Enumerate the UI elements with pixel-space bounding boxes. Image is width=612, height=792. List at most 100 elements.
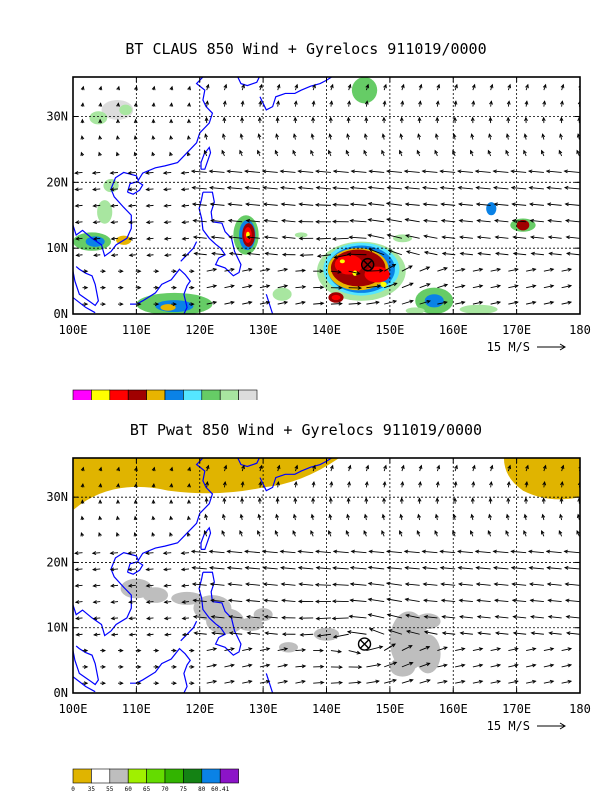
wind-vector [94, 633, 101, 636]
wind-arrowhead [101, 302, 107, 307]
wind-vector [316, 237, 331, 240]
wind-vector [246, 583, 260, 586]
wind-arrowhead [560, 464, 565, 470]
wind-arrowhead [409, 282, 414, 287]
wind-vector [405, 583, 420, 586]
wind-arrowhead [567, 267, 573, 272]
wind-vector [386, 170, 402, 173]
wind-arrowhead [422, 582, 427, 587]
wind-arrowhead [386, 565, 391, 570]
colorbar-label: 75 [180, 786, 188, 792]
wind-arrowhead [281, 252, 287, 257]
wind-vector [245, 550, 260, 554]
cloud-top-region [339, 259, 345, 264]
wind-vector [181, 172, 190, 174]
wind-arrowhead [532, 267, 537, 272]
wind-arrowhead [239, 529, 243, 535]
colorbar-swatch [219, 768, 239, 784]
wind-vector [209, 550, 225, 554]
wind-arrowhead [493, 202, 498, 207]
wind-vector [477, 599, 491, 603]
wind-vector [247, 236, 261, 239]
wind-arrowhead [314, 202, 320, 207]
wind-arrowhead [128, 616, 133, 621]
wind-arrowhead [119, 269, 124, 274]
wind-vector [128, 584, 136, 587]
colorbar-swatch [91, 768, 111, 784]
wind-arrowhead [457, 202, 463, 207]
wind-arrowhead [293, 497, 298, 502]
wind-arrowhead [230, 663, 235, 668]
wind-vector [350, 583, 367, 586]
wind-vector [347, 253, 367, 256]
wind-vector [387, 598, 402, 603]
wind-arrowhead [203, 529, 208, 535]
wind-vector [490, 268, 501, 272]
wind-arrowhead [228, 631, 234, 636]
wind-arrowhead [190, 681, 195, 686]
wind-arrowhead [154, 648, 160, 653]
wind-vector [263, 187, 278, 190]
wind-vector [245, 567, 260, 570]
wind-vector [110, 172, 119, 174]
wind-arrowhead [74, 583, 80, 588]
wind-arrowhead [128, 253, 134, 258]
wind-vector [182, 601, 190, 603]
wind-arrowhead [425, 645, 431, 650]
wind-vector [561, 664, 572, 668]
wind-arrowhead [527, 549, 533, 554]
wind-arrowhead [329, 480, 334, 486]
wind-vector [206, 285, 217, 289]
wind-arrowhead [349, 598, 354, 603]
wind-arrowhead [564, 582, 569, 587]
wind-arrowhead [368, 169, 373, 174]
wind-vector [259, 301, 270, 305]
wind-arrowhead [311, 100, 316, 105]
wind-vector [316, 187, 331, 190]
wind-arrowhead [496, 663, 502, 668]
wind-arrowhead [315, 616, 320, 621]
wind-arrowhead [512, 235, 517, 240]
wind-arrowhead [405, 250, 411, 255]
wind-arrowhead [496, 679, 502, 684]
wind-arrowhead [145, 567, 150, 572]
wind-vector [128, 188, 136, 191]
wind-arrowhead [386, 185, 391, 190]
wind-arrowhead [151, 151, 156, 157]
wind-vector [242, 268, 252, 272]
wind-arrowhead [80, 135, 85, 140]
wind-arrowhead [276, 83, 281, 89]
wind-vector [387, 234, 403, 239]
wind-arrowhead [477, 251, 482, 256]
wind-arrowhead [293, 116, 298, 122]
lat-tick-label: 20N [46, 555, 68, 569]
coastline [259, 458, 332, 492]
wind-arrowhead [400, 480, 405, 486]
wind-arrowhead [245, 582, 250, 587]
lon-tick-label: 140E [312, 323, 341, 337]
wind-vector [490, 285, 501, 289]
moist-region [142, 587, 169, 603]
wind-vector [295, 665, 306, 668]
wind-vector [129, 617, 136, 620]
wind-arrowhead [301, 648, 307, 652]
wind-vector [75, 601, 83, 603]
wind-vector [93, 221, 101, 223]
cloud-top-region [405, 307, 425, 314]
wind-vector [129, 601, 136, 603]
wind-arrowhead [212, 647, 218, 652]
wind-vector [111, 601, 119, 603]
wind-arrowhead [528, 565, 533, 570]
wind-arrowhead [209, 202, 215, 207]
wind-arrowhead [154, 269, 160, 274]
wind-arrowhead [101, 664, 107, 669]
wind-arrowhead [221, 513, 226, 519]
wind-vector [264, 599, 278, 603]
wind-vector [128, 552, 136, 554]
wind-arrowhead [314, 582, 320, 587]
wind-arrowhead [92, 236, 98, 241]
wind-arrowhead [137, 648, 142, 653]
wind-arrowhead [163, 616, 169, 621]
wind-arrowhead [279, 549, 284, 554]
wind-arrowhead [172, 664, 177, 669]
